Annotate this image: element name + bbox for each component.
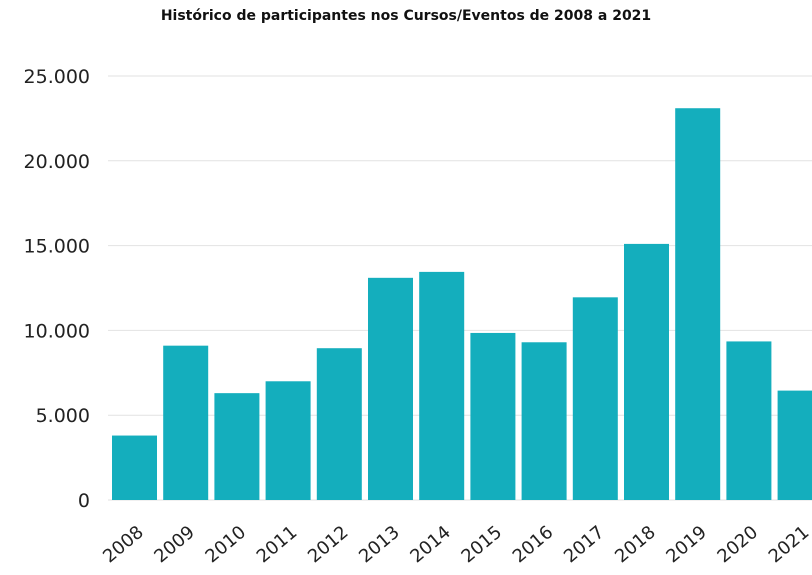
y-tick-label: 10.000 <box>24 320 90 342</box>
x-tick-label: 2015 <box>458 522 507 568</box>
bar <box>368 277 413 500</box>
chart-title: Histórico de participantes nos Cursos/Ev… <box>160 8 652 24</box>
y-tick-label: 25.000 <box>24 66 90 88</box>
bar <box>521 342 567 500</box>
bar <box>316 348 362 500</box>
bar <box>777 390 812 500</box>
y-tick-label: 0 <box>78 490 90 512</box>
x-tick-label: 2019 <box>662 522 711 568</box>
x-tick-label: 2018 <box>611 522 660 568</box>
bar <box>572 297 618 500</box>
x-tick-label: 2021 <box>765 522 812 568</box>
x-tick-label: 2014 <box>406 522 455 568</box>
x-tick-label: 2017 <box>560 522 609 568</box>
x-tick-label: 2016 <box>509 522 558 568</box>
bar <box>112 435 157 500</box>
y-tick-label: 20.000 <box>24 151 90 173</box>
bar <box>470 332 516 500</box>
x-tick-label: 2009 <box>150 522 199 568</box>
bar <box>214 393 260 500</box>
bar <box>419 271 465 500</box>
x-tick-label: 2008 <box>99 522 148 568</box>
bar <box>265 381 311 500</box>
x-tick-label: 2013 <box>355 522 404 568</box>
x-tick-label: 2010 <box>202 522 251 568</box>
x-tick-label: 2012 <box>304 522 353 568</box>
x-tick-label: 2011 <box>253 522 302 568</box>
y-tick-label: 15.000 <box>24 236 90 258</box>
bar <box>624 243 669 501</box>
bar <box>675 108 721 500</box>
bar <box>726 341 772 500</box>
bar <box>163 345 209 500</box>
x-tick-label: 2020 <box>714 522 763 568</box>
y-tick-label: 5.000 <box>36 405 90 427</box>
